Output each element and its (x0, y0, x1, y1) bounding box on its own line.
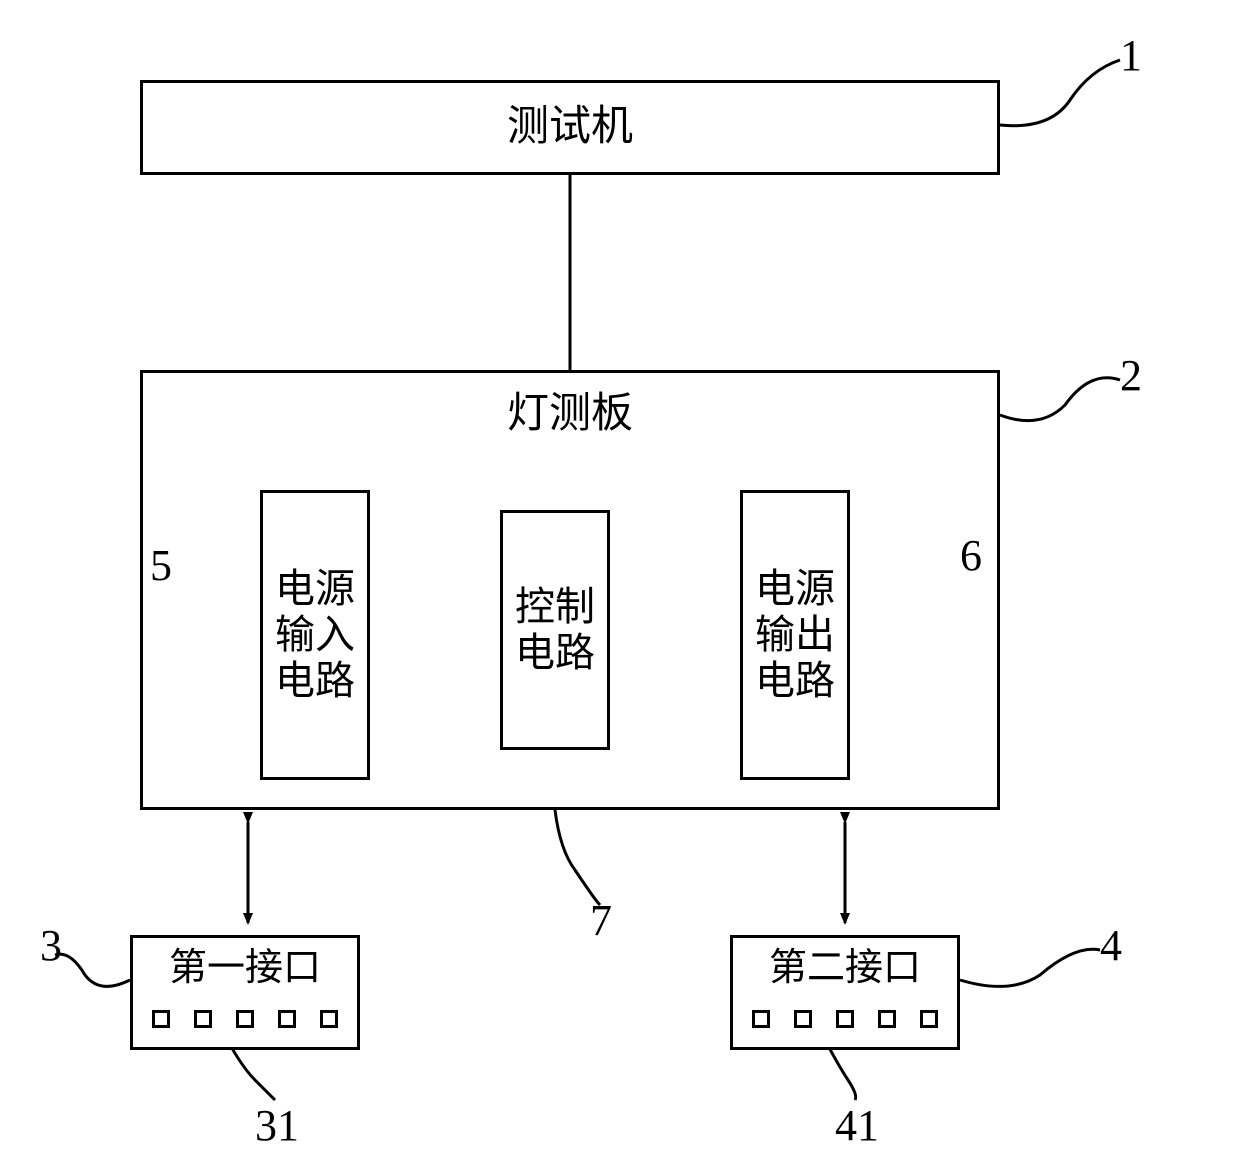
iface1-pins (152, 1010, 338, 1028)
pin (278, 1010, 296, 1028)
pin (236, 1010, 254, 1028)
power-in-label: 电源输入电路 (275, 566, 355, 704)
ref-31: 31 (255, 1100, 299, 1151)
ref-4: 4 (1100, 920, 1122, 971)
power-out-label: 电源输出电路 (755, 566, 835, 704)
ref-6: 6 (960, 530, 982, 581)
ref-7: 7 (590, 895, 612, 946)
pin (920, 1010, 938, 1028)
tester-label: 测试机 (507, 104, 633, 150)
power-out-box: 电源输出电路 (740, 490, 850, 780)
pin (878, 1010, 896, 1028)
leader-1 (1000, 60, 1120, 126)
ref-5: 5 (150, 540, 172, 591)
pin (836, 1010, 854, 1028)
block-diagram: 测试机 灯测板 电源输入电路 控制电路 电源输出电路 第一接口 第二接口 1 2 (0, 0, 1240, 1165)
ref-41: 41 (835, 1100, 879, 1151)
pin (752, 1010, 770, 1028)
control-box: 控制电路 (500, 510, 610, 750)
pin (320, 1010, 338, 1028)
iface1-box: 第一接口 (130, 935, 360, 1050)
leader-4 (960, 949, 1100, 986)
tester-box: 测试机 (140, 80, 1000, 175)
ref-3: 3 (40, 920, 62, 971)
pin (152, 1010, 170, 1028)
leader-3 (55, 954, 130, 986)
iface2-box: 第二接口 (730, 935, 960, 1050)
iface2-pins (752, 1010, 938, 1028)
pin (794, 1010, 812, 1028)
iface2-label: 第二接口 (769, 948, 921, 990)
board-label: 灯测板 (507, 391, 633, 437)
leader-7 (555, 810, 600, 905)
ref-1: 1 (1120, 30, 1142, 81)
pin (194, 1010, 212, 1028)
power-in-box: 电源输入电路 (260, 490, 370, 780)
control-label: 控制电路 (515, 584, 595, 676)
leader-2 (1000, 378, 1120, 421)
iface1-label: 第一接口 (169, 948, 321, 990)
ref-2: 2 (1120, 350, 1142, 401)
